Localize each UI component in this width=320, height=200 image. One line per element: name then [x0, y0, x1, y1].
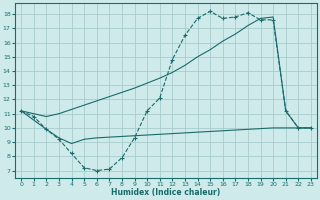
X-axis label: Humidex (Indice chaleur): Humidex (Indice chaleur): [111, 188, 221, 197]
